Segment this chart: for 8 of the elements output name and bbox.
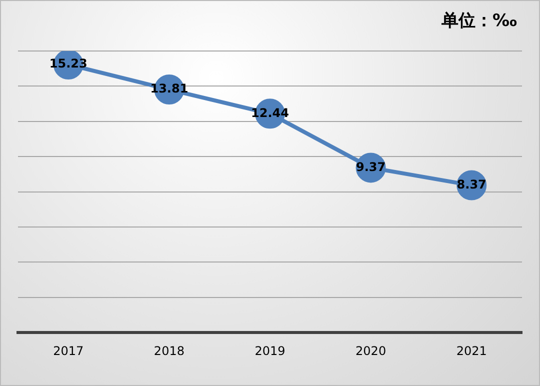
text: 单位：‰ bbox=[442, 10, 517, 32]
x-tick-label: 2020 bbox=[356, 344, 386, 358]
x-tick-label: 2018 bbox=[154, 344, 184, 358]
x-tick-label: 2017 bbox=[53, 344, 84, 358]
x-tick-label: 2021 bbox=[456, 344, 487, 358]
x-tick-label: 2019 bbox=[254, 344, 286, 358]
data-label: 8.37 bbox=[456, 177, 486, 192]
data-label: 9.37 bbox=[356, 160, 386, 174]
